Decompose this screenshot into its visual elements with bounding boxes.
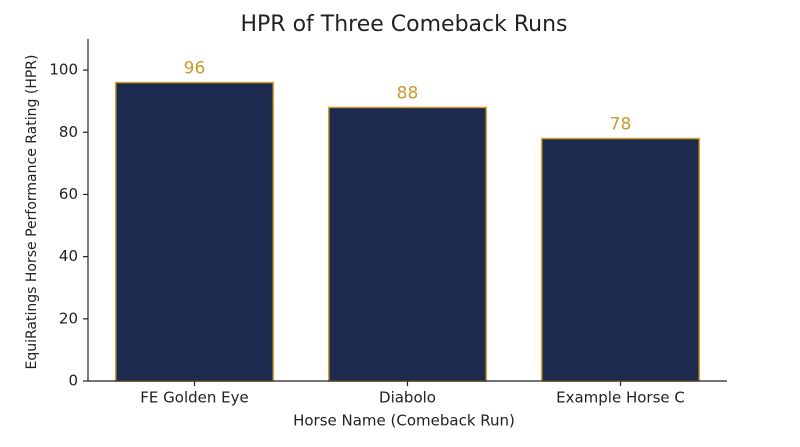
x-tick-label: FE Golden Eye: [140, 389, 248, 407]
x-axis-label: Horse Name (Comeback Run): [293, 412, 515, 430]
y-tick-label: 20: [59, 309, 78, 327]
bar: [114, 81, 275, 382]
y-tick-label: 100: [49, 61, 78, 79]
y-axis-label: EquiRatings Horse Performance Rating (HP…: [24, 55, 40, 370]
bar: [327, 106, 488, 382]
bar: [540, 137, 701, 382]
y-tick-label: 60: [59, 185, 78, 203]
chart-title: HPR of Three Comeback Runs: [240, 12, 567, 37]
value-label: 96: [184, 59, 206, 79]
y-tick-label: 0: [68, 372, 78, 390]
x-tick-label: Diabolo: [379, 389, 436, 407]
y-tick-label: 80: [59, 123, 78, 141]
value-label: 78: [610, 114, 632, 134]
x-tick-label: Example Horse C: [556, 389, 685, 407]
value-label: 88: [397, 83, 419, 103]
y-tick-label: 40: [59, 247, 78, 265]
